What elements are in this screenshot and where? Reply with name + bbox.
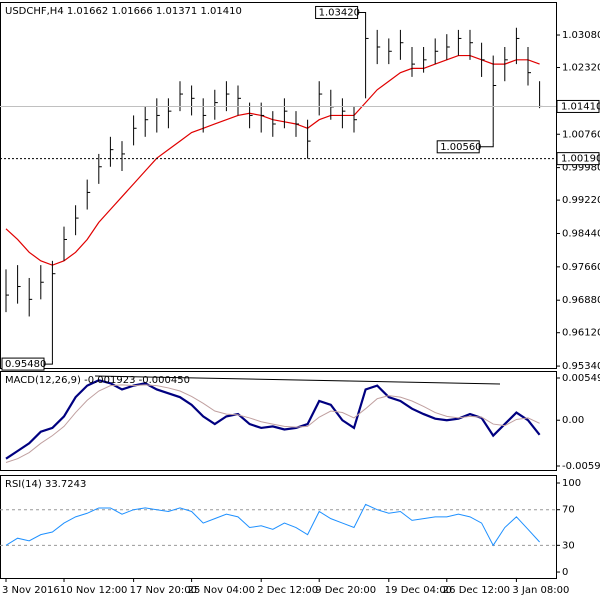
annotation-box xyxy=(436,140,480,154)
x-tick-label: 17 Nov 20:00 xyxy=(130,585,197,596)
y-tick-label: 0 xyxy=(562,567,568,578)
y-tick-label: 0.99980 xyxy=(562,163,600,174)
x-tick-label: 2 Dec 12:00 xyxy=(257,585,318,596)
y-tick-label: 0.98440 xyxy=(562,228,600,239)
panel-frame xyxy=(0,475,557,579)
series-line xyxy=(5,384,540,464)
y-tick-label: 100 xyxy=(562,478,581,489)
current-price-label: 1.01410 xyxy=(561,101,600,112)
y-tick-label: 0.00 xyxy=(562,415,584,426)
annotation-label: 1.03420 xyxy=(319,7,360,18)
y-tick-label: 1.00760 xyxy=(562,129,600,140)
level-box xyxy=(556,152,600,166)
annotation-box xyxy=(1,357,45,371)
panel-frame xyxy=(0,2,557,369)
y-tick-label: 0.99220 xyxy=(562,195,600,206)
x-tick-label: 26 Dec 12:00 xyxy=(443,585,510,596)
y-tick-label: 0.97660 xyxy=(562,262,600,273)
panel-title: MACD(12,26,9) -0.001923 -0.000450 xyxy=(5,375,190,386)
annotation-box xyxy=(315,5,359,19)
x-tick-label: 9 Dec 20:00 xyxy=(315,585,376,596)
x-tick-label: 19 Dec 04:00 xyxy=(385,585,452,596)
annotation-leader xyxy=(44,360,53,365)
annotation-leader xyxy=(357,11,367,21)
x-tick-label: 25 Nov 04:00 xyxy=(188,585,255,596)
y-tick-label: 0.96120 xyxy=(562,328,600,339)
annotation-label: 1.00560 xyxy=(440,142,481,153)
y-tick-label: 0.96880 xyxy=(562,295,600,306)
y-tick-label: 0.95340 xyxy=(562,361,600,372)
y-tick-label: 70 xyxy=(562,505,575,516)
annotation-leader xyxy=(479,142,494,148)
current-price-box xyxy=(556,99,600,113)
y-tick-label: 1.02320 xyxy=(562,63,600,74)
y-tick-label: 30 xyxy=(562,540,575,551)
x-tick-label: 3 Nov 2016 xyxy=(2,585,60,596)
x-tick-label: 10 Nov 12:00 xyxy=(60,585,127,596)
annotation-label: 0.95480 xyxy=(5,359,46,370)
series-line xyxy=(5,379,541,460)
panel-title: RSI(14) 33.7243 xyxy=(5,479,86,490)
level-label: 1.00190 xyxy=(561,154,600,165)
y-tick-label: -0.005951 xyxy=(562,461,600,472)
panel-title: USDCHF,H4 1.01662 1.01666 1.01371 1.0141… xyxy=(5,6,242,17)
y-tick-label: 0.005491 xyxy=(562,373,600,384)
panel-frame xyxy=(0,371,557,471)
y-tick-label: 1.03080 xyxy=(562,30,600,41)
macd-trend-line xyxy=(94,375,501,385)
series-line xyxy=(5,503,540,547)
x-tick-label: 3 Jan 08:00 xyxy=(512,585,569,596)
